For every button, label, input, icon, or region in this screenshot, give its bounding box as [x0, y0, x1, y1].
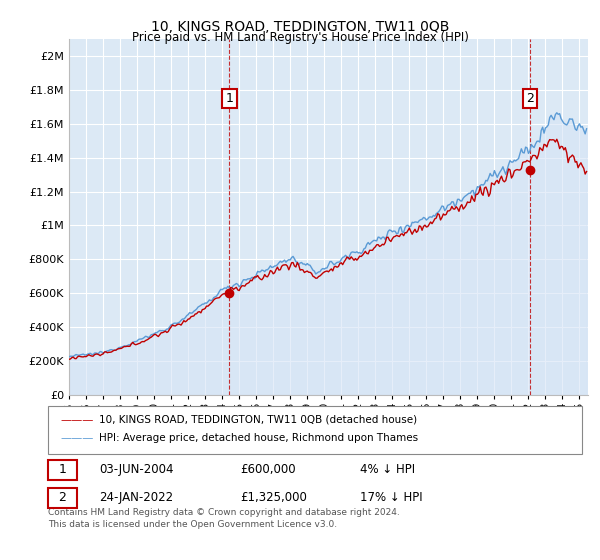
Text: 03-JUN-2004: 03-JUN-2004	[99, 463, 173, 477]
Text: 1: 1	[226, 92, 233, 105]
Text: 1: 1	[58, 463, 67, 477]
Text: 10, KINGS ROAD, TEDDINGTON, TW11 0QB: 10, KINGS ROAD, TEDDINGTON, TW11 0QB	[151, 20, 449, 34]
Text: ———: ———	[60, 433, 94, 444]
Text: 2: 2	[58, 491, 67, 505]
Text: 2: 2	[526, 92, 533, 105]
Text: £600,000: £600,000	[240, 463, 296, 477]
Text: 17% ↓ HPI: 17% ↓ HPI	[360, 491, 422, 505]
Text: Price paid vs. HM Land Registry's House Price Index (HPI): Price paid vs. HM Land Registry's House …	[131, 31, 469, 44]
Text: £1,325,000: £1,325,000	[240, 491, 307, 505]
Text: 24-JAN-2022: 24-JAN-2022	[99, 491, 173, 505]
Text: 10, KINGS ROAD, TEDDINGTON, TW11 0QB (detached house): 10, KINGS ROAD, TEDDINGTON, TW11 0QB (de…	[99, 415, 417, 425]
Text: ———: ———	[60, 415, 94, 425]
Text: HPI: Average price, detached house, Richmond upon Thames: HPI: Average price, detached house, Rich…	[99, 433, 418, 444]
Text: 4% ↓ HPI: 4% ↓ HPI	[360, 463, 415, 477]
Text: Contains HM Land Registry data © Crown copyright and database right 2024.
This d: Contains HM Land Registry data © Crown c…	[48, 508, 400, 529]
